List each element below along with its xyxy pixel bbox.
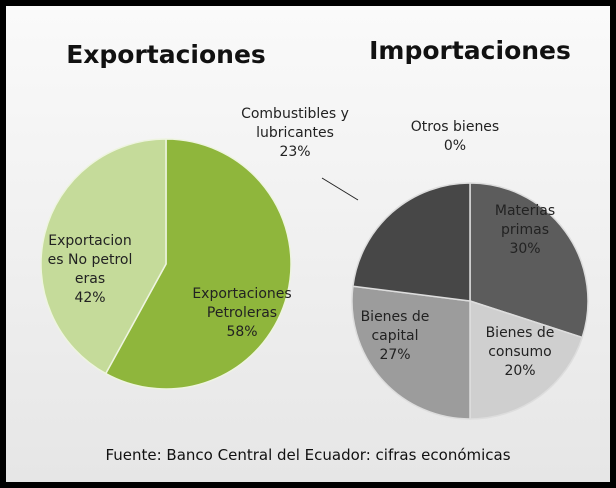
pie-slice [469, 299, 584, 420]
slice-label: Combustibles y lubricantes [241, 106, 349, 141]
pie-slice [40, 138, 167, 375]
pie-slice [352, 182, 471, 302]
slice-label: Materias primas [494, 203, 556, 238]
leader-line [321, 177, 359, 201]
chart-title: Importaciones [369, 36, 571, 65]
slice-value-label: 58% [226, 324, 258, 340]
pie-slice [351, 285, 471, 420]
chart-title: Exportaciones [66, 40, 266, 69]
source-note: Fuente: Banco Central del Ecuador: cifra… [105, 446, 511, 464]
slice-value-label: 20% [504, 363, 536, 379]
slice-value-label: 42% [74, 290, 106, 306]
slice-value-label: 23% [279, 144, 311, 160]
slice-label: Exportaciones Petroleras [192, 286, 292, 321]
pie-slice [104, 138, 292, 390]
chart [40, 138, 589, 420]
slice-value-label: 30% [509, 241, 541, 257]
slice-label: Bienes de consumo [485, 325, 555, 360]
slice-value-label: 0% [443, 138, 467, 154]
slice-value-label: 27% [379, 347, 411, 363]
slice-label: Otros bienes [410, 119, 500, 135]
slice-label: Exportaciones No petroleras [47, 233, 133, 287]
pie-slice [469, 182, 589, 339]
slice-label: Bienes de capital [360, 309, 430, 344]
